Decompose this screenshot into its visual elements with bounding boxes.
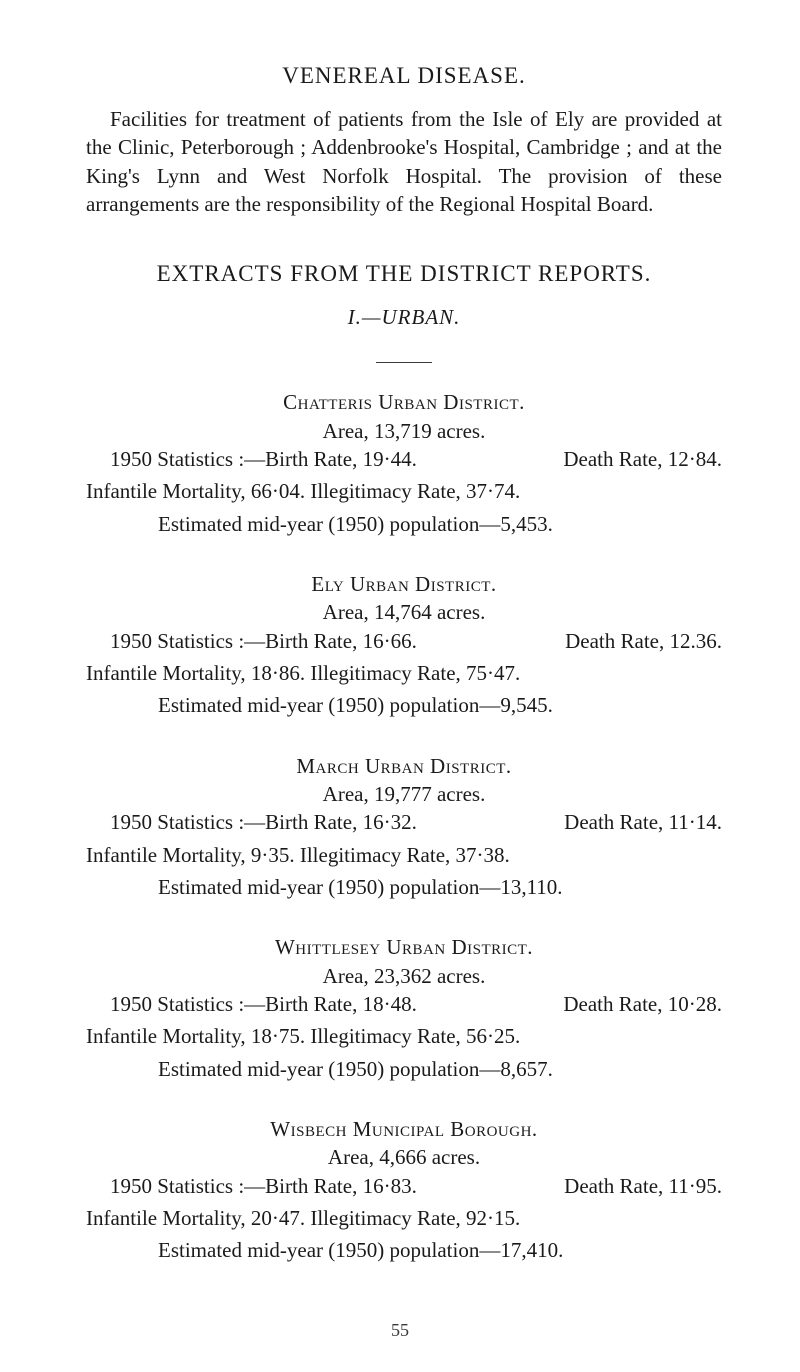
venereal-heading: VENEREAL DISEASE. <box>86 60 722 91</box>
district-line2: Infantile Mortality, 18·75. Illegitimacy… <box>86 1022 722 1050</box>
stats-left: 1950 Statistics :—Birth Rate, 16·83. <box>86 1172 417 1200</box>
stats-left: 1950 Statistics :—Birth Rate, 16·66. <box>86 627 417 655</box>
district-line3: Estimated mid-year (1950) population—17,… <box>86 1236 722 1264</box>
page-number: 55 <box>0 1318 800 1342</box>
district-name-chatteris: Chatteris Urban District. <box>86 388 722 416</box>
document-page: VENEREAL DISEASE. Facilities for treatme… <box>0 0 800 1372</box>
stats-right: Death Rate, 11·14. <box>564 808 722 836</box>
spacer <box>86 724 722 752</box>
divider-rule <box>86 342 722 370</box>
district-area: Area, 14,764 acres. <box>86 598 722 626</box>
district-line2: Infantile Mortality, 20·47. Illegitimacy… <box>86 1204 722 1232</box>
spacer <box>86 905 722 933</box>
district-stats-row: 1950 Statistics :—Birth Rate, 18·48. Dea… <box>86 990 722 1018</box>
stats-right: Death Rate, 12.36. <box>565 627 722 655</box>
stats-right: Death Rate, 12·84. <box>563 445 722 473</box>
district-stats-row: 1950 Statistics :—Birth Rate, 19·44. Dea… <box>86 445 722 473</box>
district-stats-row: 1950 Statistics :—Birth Rate, 16·32. Dea… <box>86 808 722 836</box>
district-line2: Infantile Mortality, 66·04. Illegitimacy… <box>86 477 722 505</box>
stats-left: 1950 Statistics :—Birth Rate, 18·48. <box>86 990 417 1018</box>
district-line3: Estimated mid-year (1950) population—8,6… <box>86 1055 722 1083</box>
spacer <box>86 230 722 258</box>
district-name-march: March Urban District. <box>86 752 722 780</box>
district-area: Area, 13,719 acres. <box>86 417 722 445</box>
venereal-paragraph: Facilities for treatment of patients fro… <box>86 105 722 218</box>
district-line2: Infantile Mortality, 18·86. Illegitimacy… <box>86 659 722 687</box>
spacer <box>86 1087 722 1115</box>
extracts-heading: EXTRACTS FROM THE DISTRICT REPORTS. <box>86 258 722 289</box>
district-area: Area, 23,362 acres. <box>86 962 722 990</box>
stats-left: 1950 Statistics :—Birth Rate, 19·44. <box>86 445 417 473</box>
district-line2: Infantile Mortality, 9·35. Illegitimacy … <box>86 841 722 869</box>
district-area: Area, 19,777 acres. <box>86 780 722 808</box>
stats-left: 1950 Statistics :—Birth Rate, 16·32. <box>86 808 417 836</box>
stats-right: Death Rate, 10·28. <box>563 990 722 1018</box>
stats-right: Death Rate, 11·95. <box>564 1172 722 1200</box>
district-name-whittlesey: Whittlesey Urban District. <box>86 933 722 961</box>
district-line3: Estimated mid-year (1950) population—5,4… <box>86 510 722 538</box>
district-stats-row: 1950 Statistics :—Birth Rate, 16·83. Dea… <box>86 1172 722 1200</box>
district-stats-row: 1950 Statistics :—Birth Rate, 16·66. Dea… <box>86 627 722 655</box>
extracts-subhead: I.—URBAN. <box>86 303 722 331</box>
district-line3: Estimated mid-year (1950) population—13,… <box>86 873 722 901</box>
district-name-wisbech: Wisbech Municipal Borough. <box>86 1115 722 1143</box>
spacer <box>86 542 722 570</box>
district-area: Area, 4,666 acres. <box>86 1143 722 1171</box>
district-name-ely: Ely Urban District. <box>86 570 722 598</box>
district-line3: Estimated mid-year (1950) population—9,5… <box>86 691 722 719</box>
